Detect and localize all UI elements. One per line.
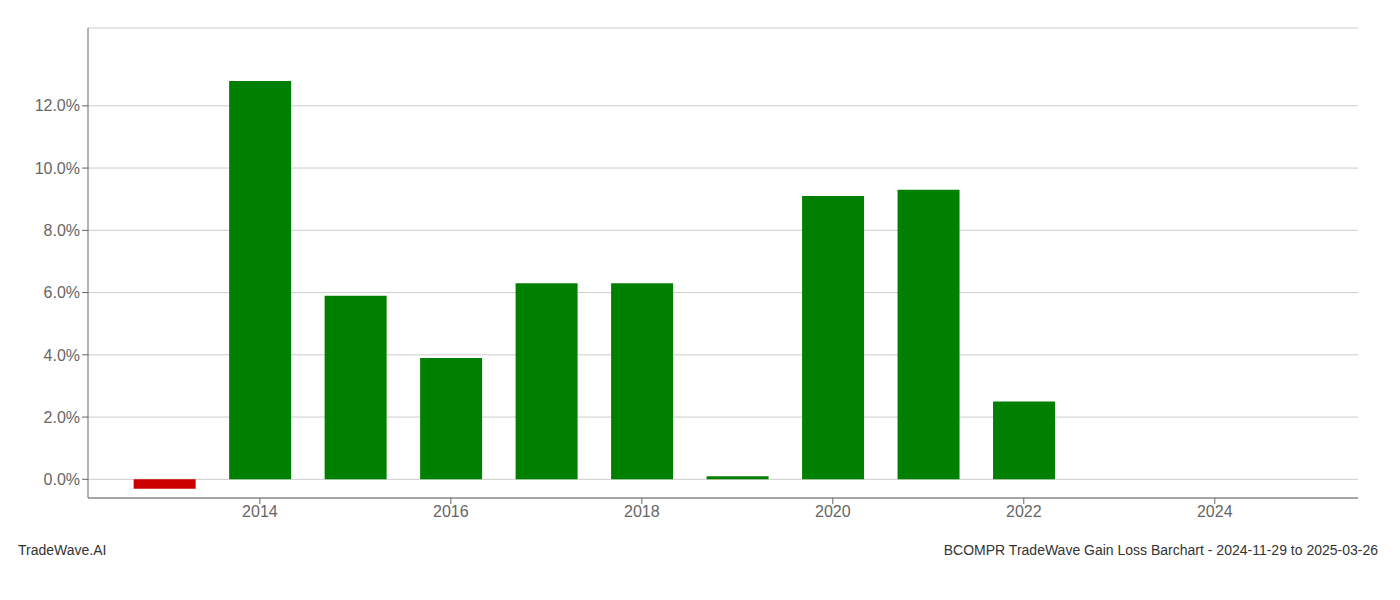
- svg-text:2016: 2016: [433, 503, 469, 520]
- svg-text:0.0%: 0.0%: [44, 471, 80, 488]
- svg-text:2022: 2022: [1006, 503, 1042, 520]
- svg-text:8.0%: 8.0%: [44, 222, 80, 239]
- svg-text:2024: 2024: [1197, 503, 1233, 520]
- svg-text:6.0%: 6.0%: [44, 284, 80, 301]
- html-text:BCOMPR TradeWave Gain Loss Bar: BCOMPR TradeWave Gain Loss Barchart - 20…: [943, 542, 1378, 558]
- html-text:TradeWave.AI: TradeWave.AI: [18, 542, 107, 558]
- svg-text:2014: 2014: [242, 503, 278, 520]
- svg-text:2020: 2020: [815, 503, 851, 520]
- svg-text:10.0%: 10.0%: [35, 160, 80, 177]
- svg-text:4.0%: 4.0%: [44, 347, 80, 364]
- svg-text:12.0%: 12.0%: [35, 97, 80, 114]
- svg-text:2018: 2018: [624, 503, 660, 520]
- svg-text:2.0%: 2.0%: [44, 409, 80, 426]
